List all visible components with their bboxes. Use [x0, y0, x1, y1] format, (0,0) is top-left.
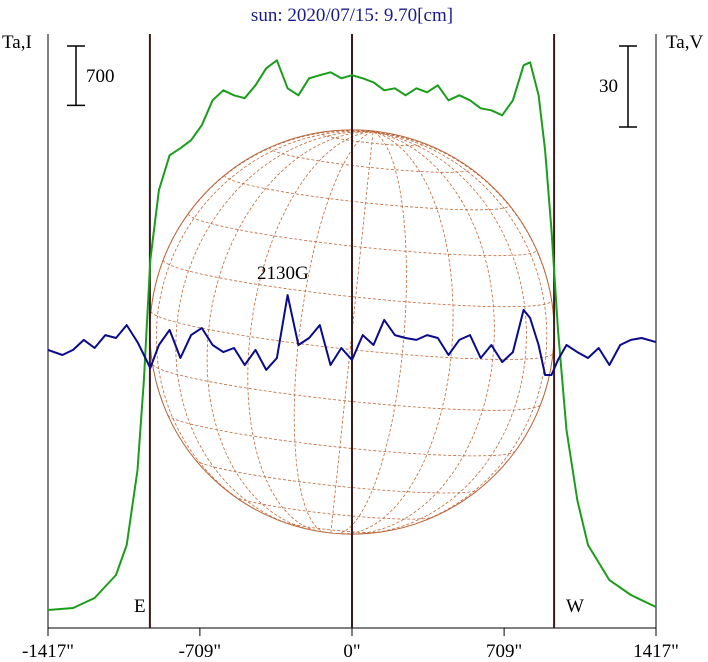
disk-meridian [247, 131, 374, 532]
disk-parallel [234, 495, 434, 520]
scale-bar-label: 700 [86, 66, 115, 87]
disk-meridian [353, 131, 495, 535]
annotation: W [566, 596, 584, 617]
x-tick-label: 1417" [633, 641, 679, 662]
series-line [47, 294, 657, 376]
disk-meridian [372, 131, 555, 354]
series-line [47, 59, 657, 611]
disk-meridian [341, 131, 454, 535]
annotation: E [134, 596, 146, 617]
disk-meridian [372, 131, 548, 529]
disk-meridian [175, 131, 374, 527]
disk-meridian [293, 131, 374, 533]
y-axis-label: Ta,I [2, 32, 32, 53]
chart-title: sun: 2020/07/15: 9.70[cm] [251, 5, 453, 26]
y2-axis-label: Ta,V [666, 32, 703, 53]
disk-meridian [336, 131, 407, 534]
x-tick-label: -1417" [22, 641, 74, 662]
x-tick-label: 709" [486, 641, 522, 662]
disk-meridian [206, 131, 374, 530]
x-tick-label: -709" [179, 641, 222, 662]
disk-parallel [269, 146, 472, 173]
disk-parallel [152, 364, 541, 411]
annotation: 2130G [257, 263, 309, 284]
disk-meridian [150, 130, 374, 311]
disk-meridian [155, 130, 374, 514]
disk-meridian [367, 131, 527, 534]
scale-bar-label: 30 [599, 76, 618, 97]
disk-parallel [195, 459, 479, 494]
x-tick-label: 0" [343, 641, 360, 662]
